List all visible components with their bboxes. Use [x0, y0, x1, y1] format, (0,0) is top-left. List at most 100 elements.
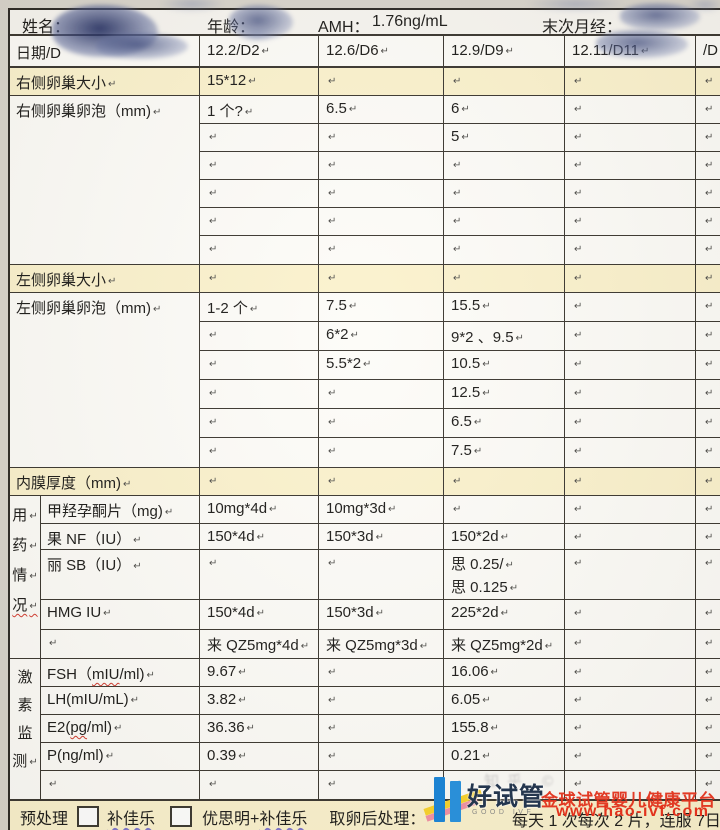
- endometrium-row: 内膜厚度（mm) ↵ ↵ ↵ ↵ ↵ ↵: [10, 468, 720, 496]
- table-cell: ↵: [319, 68, 444, 95]
- pilcrow-mark: ↵: [705, 216, 714, 227]
- pilcrow-mark: ↵: [29, 571, 38, 582]
- table-cell: ↵: [696, 600, 720, 629]
- table-cell: ↵: [319, 438, 444, 467]
- table-row: P(ng/ml) ↵ 0.39 ↵ ↵ 0.21 ↵ ↵ ↵: [41, 743, 720, 771]
- pilcrow-mark: ↵: [348, 104, 358, 115]
- pilcrow-mark: ↵: [482, 301, 491, 312]
- pilcrow-mark: ↵: [574, 608, 583, 619]
- table-cell: ↵: [565, 468, 696, 495]
- hormone-grid: FSH（mIU/ml) ↵ 9.67 ↵ ↵ 16.06 ↵ ↵ ↵ LH(mIU/mL) ↵ 3.8…: [41, 659, 720, 799]
- table-cell: ↵: [696, 715, 720, 742]
- redaction-scribble: [528, 0, 624, 12]
- pilcrow-mark: ↵: [705, 446, 714, 457]
- table-cell: ↵: [319, 468, 444, 495]
- pilcrow-mark: ↵: [328, 476, 337, 487]
- vertical-label-char: 监: [17, 725, 33, 742]
- table-cell: ↵: [696, 659, 720, 686]
- table-cell: 1 个? ↵: [200, 96, 319, 123]
- table-cell: ↵: [696, 630, 720, 658]
- table-cell: ↵: [200, 208, 319, 235]
- table-row: ↵ ↵ 6.5 ↵ ↵ ↵: [200, 409, 720, 438]
- right-ovary-size-row: 右侧卵巢大小 ↵ 15*12 ↵ ↵ ↵ ↵ ↵: [10, 68, 720, 96]
- table-cell: 7.5 ↵: [319, 293, 444, 321]
- table-cell: ↵: [696, 743, 720, 770]
- table-cell: 150*4d ↵: [200, 524, 319, 549]
- pilcrow-mark: ↵: [133, 561, 142, 572]
- pilcrow-mark: ↵: [209, 188, 218, 199]
- pilcrow-mark: ↵: [300, 641, 310, 652]
- logo-bar-icon: [450, 781, 461, 822]
- table-cell: 16.06 ↵: [444, 659, 565, 686]
- pilcrow-mark: ↵: [328, 695, 337, 706]
- table-cell: ↵: [696, 687, 720, 714]
- table-cell: 5 ↵: [444, 124, 565, 151]
- table-row: LH(mIU/mL) ↵ 3.82 ↵ ↵ 6.05 ↵ ↵ ↵: [41, 687, 720, 715]
- pilcrow-mark: ↵: [705, 273, 714, 284]
- row-label: ↵: [41, 771, 200, 799]
- pilcrow-mark: ↵: [29, 541, 38, 552]
- table-row: ↵ ↵ 7.5 ↵ ↵ ↵: [200, 438, 720, 467]
- table-cell: ↵: [696, 550, 720, 599]
- table-cell: 12.2/D2 ↵: [200, 36, 319, 66]
- table-cell: 9.67 ↵: [200, 659, 319, 686]
- table-cell: ↵: [319, 208, 444, 235]
- table-cell: ↵: [319, 265, 444, 292]
- vertical-label-char: 用 ↵: [12, 507, 38, 524]
- row-label: FSH（mIU/ml) ↵: [41, 659, 200, 686]
- table-cell: ↵: [319, 380, 444, 408]
- table-cell: ↵: [200, 438, 319, 467]
- table-cell: /D↵: [703, 42, 718, 59]
- pilcrow-mark: ↵: [490, 667, 499, 678]
- row-label: 左侧卵巢卵泡（mm) ↵: [10, 293, 200, 467]
- table-cell: ↵: [565, 208, 696, 235]
- left-follicles-section: 左侧卵巢卵泡（mm) ↵ 1-2 个 ↵ 7.5 ↵ 15.5 ↵ ↵ ↵ ↵ 6*2 ↵ 9*2 、9…: [10, 293, 720, 468]
- pilcrow-mark: ↵: [490, 723, 499, 734]
- pilcrow-mark: ↵: [453, 273, 462, 284]
- pilcrow-mark: ↵: [328, 446, 337, 457]
- row-label: LH(mIU/mL) ↵: [41, 687, 200, 714]
- table-cell: ↵: [696, 438, 720, 467]
- table-cell: ↵: [319, 152, 444, 179]
- pilcrow-mark: ↵: [473, 417, 483, 428]
- pilcrow-mark: ↵: [108, 79, 117, 90]
- pilcrow-mark: ↵: [509, 583, 519, 594]
- pilcrow-mark: ↵: [209, 446, 218, 457]
- date-row-label: 日期/D: [10, 36, 200, 66]
- pilcrow-mark: ↵: [705, 417, 714, 428]
- table-cell: ↵: [696, 265, 720, 292]
- pretreatment-checkbox-1[interactable]: [77, 806, 100, 827]
- vertical-label-char: 药 ↵: [12, 537, 38, 554]
- pilcrow-mark: ↵: [328, 723, 337, 734]
- pilcrow-mark: ↵: [246, 723, 255, 734]
- pilcrow-mark: ↵: [574, 476, 583, 487]
- amh-value: 1.76ng/mL: [372, 13, 448, 30]
- pilcrow-mark: ↵: [209, 330, 218, 341]
- pilcrow-mark: ↵: [269, 504, 278, 515]
- table-cell: ↵: [696, 409, 720, 437]
- table-cell: ↵: [565, 630, 696, 658]
- table-cell: ↵: [565, 236, 696, 264]
- left-follicles-grid: 1-2 个 ↵ 7.5 ↵ 15.5 ↵ ↵ ↵ ↵ 6*2 ↵ 9*2 、9.5 ↵ ↵ ↵ ↵ 5.5*2 ↵…: [200, 293, 720, 467]
- pretreatment-checkbox-2[interactable]: [170, 806, 193, 827]
- table-row: FSH（mIU/ml) ↵ 9.67 ↵ ↵ 16.06 ↵ ↵ ↵: [41, 659, 720, 687]
- pilcrow-mark: ↵: [544, 641, 554, 652]
- pilcrow-mark: ↵: [705, 104, 714, 115]
- table-cell: ↵: [565, 409, 696, 437]
- pilcrow-mark: ↵: [500, 532, 509, 543]
- table-cell: ↵: [319, 715, 444, 742]
- table-cell: ↵: [696, 771, 720, 799]
- table-row: 果 NF（IU） ↵ 150*4d ↵ 150*3d ↵ 150*2d ↵ ↵ ↵: [41, 524, 720, 550]
- pilcrow-mark: ↵: [574, 417, 583, 428]
- pilcrow-mark: ↵: [380, 46, 389, 57]
- pilcrow-mark: ↵: [705, 751, 714, 762]
- table-cell: ↵: [200, 468, 319, 495]
- pilcrow-mark: ↵: [348, 301, 358, 312]
- table-cell: ↵: [319, 124, 444, 151]
- table-cell: ↵: [565, 600, 696, 629]
- table-cell: ↵: [696, 524, 720, 549]
- table-cell: 6*2 ↵: [319, 322, 444, 350]
- vertical-label-char: 素: [17, 697, 33, 714]
- pilcrow-mark: ↵: [705, 359, 714, 370]
